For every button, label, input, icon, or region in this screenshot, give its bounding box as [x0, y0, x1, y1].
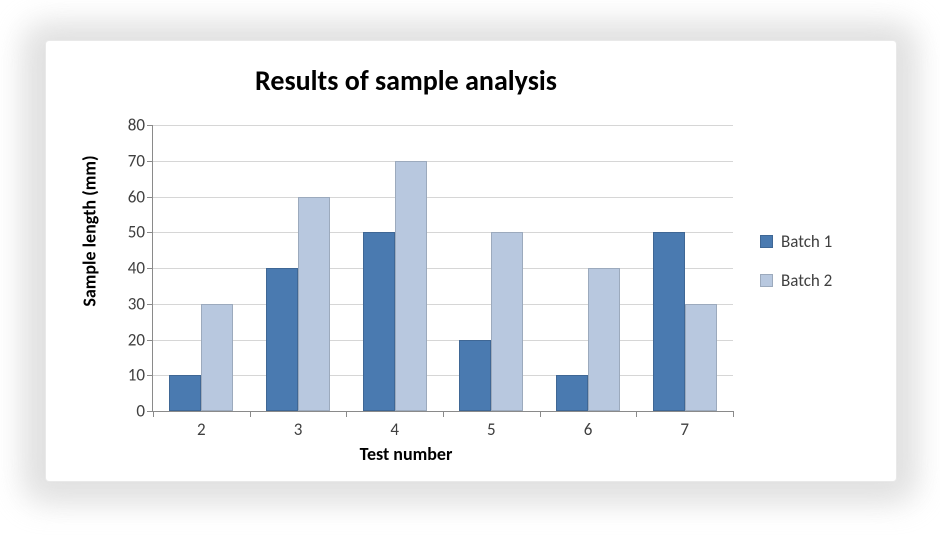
legend-item: Batch 2	[760, 270, 872, 291]
x-tick-label: 5	[487, 411, 496, 440]
plot-area: 01020304050607080234567	[152, 125, 733, 412]
bar-batch-2	[685, 304, 717, 411]
gridline	[153, 125, 733, 126]
bar-batch-1	[266, 268, 298, 411]
legend-label: Batch 1	[781, 231, 832, 252]
x-tick-mark	[346, 411, 347, 417]
x-tick-mark	[443, 411, 444, 417]
legend-swatch	[760, 274, 773, 287]
x-tick-label: 7	[680, 411, 689, 440]
bar-batch-2	[395, 161, 427, 411]
x-tick-mark	[250, 411, 251, 417]
x-tick-label: 3	[294, 411, 303, 440]
x-tick-mark	[733, 411, 734, 417]
y-tick-label: 0	[136, 401, 153, 422]
bar-batch-1	[653, 232, 685, 411]
bar-batch-1	[169, 375, 201, 411]
bar-batch-1	[363, 232, 395, 411]
x-tick-label: 2	[197, 411, 206, 440]
bar-batch-2	[201, 304, 233, 411]
legend: Batch 1 Batch 2	[760, 41, 872, 481]
x-tick-label: 4	[390, 411, 399, 440]
legend-label: Batch 2	[781, 270, 832, 291]
y-tick-label: 70	[128, 150, 153, 171]
y-tick-label: 30	[128, 293, 153, 314]
legend-swatch	[760, 235, 773, 248]
x-axis-label: Test number	[46, 443, 766, 465]
bar-batch-2	[491, 232, 523, 411]
bar-batch-1	[556, 375, 588, 411]
gridline	[153, 375, 733, 376]
legend-item: Batch 1	[760, 231, 872, 252]
x-tick-mark	[153, 411, 154, 417]
y-tick-label: 20	[128, 329, 153, 350]
y-tick-label: 40	[128, 258, 153, 279]
gridline	[153, 304, 733, 305]
y-tick-label: 10	[128, 365, 153, 386]
gridline	[153, 197, 733, 198]
gridline	[153, 340, 733, 341]
x-tick-mark	[636, 411, 637, 417]
gridline	[153, 232, 733, 233]
gridline	[153, 268, 733, 269]
y-axis-label-container: Sample length (mm)	[78, 41, 102, 421]
x-tick-label: 6	[584, 411, 593, 440]
y-tick-label: 50	[128, 222, 153, 243]
y-tick-label: 60	[128, 186, 153, 207]
bar-batch-1	[459, 340, 491, 412]
bar-batch-2	[588, 268, 620, 411]
x-tick-mark	[540, 411, 541, 417]
chart-stage: Results of sample analysis Sample length…	[0, 0, 940, 537]
chart-card: Results of sample analysis Sample length…	[45, 40, 897, 482]
bar-batch-2	[298, 197, 330, 412]
y-axis-label: Sample length (mm)	[79, 155, 101, 306]
y-tick-label: 80	[128, 115, 153, 136]
gridline	[153, 161, 733, 162]
chart-title: Results of sample analysis	[46, 63, 766, 98]
